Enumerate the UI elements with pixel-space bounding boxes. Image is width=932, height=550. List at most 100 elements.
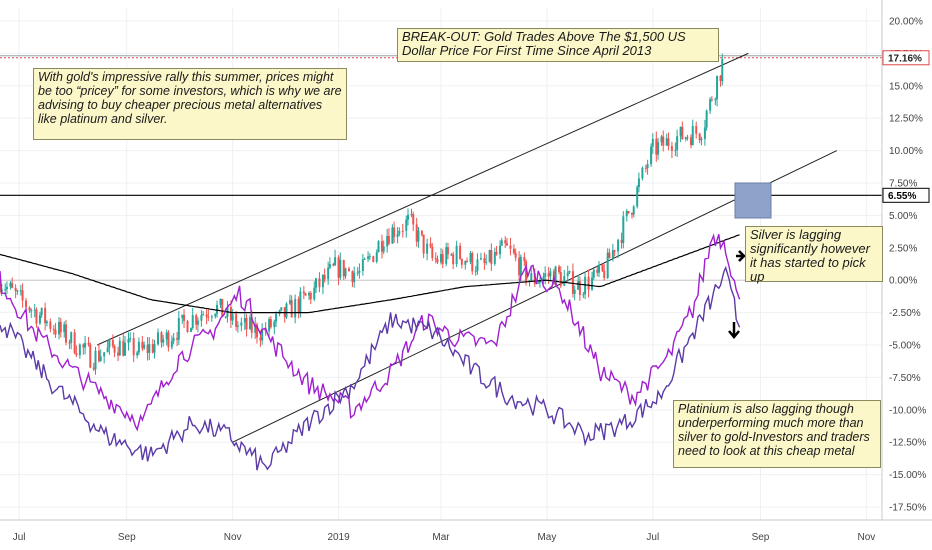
candle-body xyxy=(4,289,7,291)
candle-body xyxy=(314,278,317,288)
candle-body xyxy=(367,256,370,259)
series-line-3 xyxy=(0,265,741,471)
candle-body xyxy=(547,273,550,277)
candle-body xyxy=(509,245,512,249)
y-tick-label: -15.00% xyxy=(889,470,926,481)
candle-body xyxy=(75,353,78,356)
series-layer xyxy=(0,53,741,471)
series-line-2 xyxy=(0,233,741,432)
candle-body xyxy=(476,259,479,271)
candle-body xyxy=(597,264,600,273)
candle-body xyxy=(30,310,33,312)
candle-body xyxy=(446,247,449,255)
candle-body xyxy=(38,315,41,324)
candle-body xyxy=(235,314,238,327)
y-tick-label: 7.50% xyxy=(889,178,917,189)
annotation-breakout: BREAK-OUT: Gold Trades Above The $1,500 … xyxy=(397,28,719,62)
candle-body xyxy=(19,290,22,292)
candle-body xyxy=(632,206,635,215)
candle-body xyxy=(368,256,371,258)
candle-body xyxy=(313,287,316,300)
candle-body xyxy=(450,254,453,256)
candle-body xyxy=(189,328,192,332)
candle-body xyxy=(290,300,293,318)
x-tick-label: 2019 xyxy=(327,532,350,543)
candle-body xyxy=(44,307,47,324)
candle-body xyxy=(681,126,684,140)
candle-body xyxy=(434,258,437,260)
candle-body xyxy=(525,261,528,283)
candle-body xyxy=(566,272,569,276)
candle-body xyxy=(172,338,175,342)
y-tick-label: -5.00% xyxy=(889,341,921,352)
candle-body xyxy=(118,340,121,356)
candle-body xyxy=(49,321,52,329)
candle-body xyxy=(514,252,517,258)
candle-body xyxy=(429,243,432,247)
candle-body xyxy=(499,245,502,255)
candle-body xyxy=(269,319,272,328)
candle-body xyxy=(670,146,673,151)
y-tick-label: 12.50% xyxy=(889,114,923,125)
y-tick-label: 5.00% xyxy=(889,211,917,222)
candle-body xyxy=(559,272,562,286)
candle-body xyxy=(568,271,571,273)
candle-body xyxy=(9,282,12,287)
candle-body xyxy=(129,338,132,340)
candle-body xyxy=(181,314,184,318)
candle-body xyxy=(637,178,640,188)
candle-body xyxy=(401,230,404,232)
candle-body xyxy=(200,315,203,321)
gold-candles xyxy=(0,53,724,375)
candle-body xyxy=(483,258,486,263)
candle-body xyxy=(268,319,271,332)
y-tick-label: -7.50% xyxy=(889,373,921,384)
candle-body xyxy=(479,258,482,260)
candle-body xyxy=(542,276,545,281)
candle-body xyxy=(297,299,300,313)
arrow-down-icon xyxy=(728,322,740,339)
candle-body xyxy=(21,290,24,301)
candle-body xyxy=(358,270,361,273)
candle-body xyxy=(323,274,326,280)
candle-body xyxy=(665,138,668,146)
candle-body xyxy=(170,341,173,348)
candle-body xyxy=(686,137,689,139)
y-tick-label: 10.00% xyxy=(889,146,923,157)
candle-body xyxy=(54,329,57,335)
candle-body xyxy=(544,273,547,277)
candle-body xyxy=(285,303,288,318)
candle-body xyxy=(339,259,342,278)
candle-body xyxy=(452,254,455,265)
candle-body xyxy=(328,263,331,268)
candle-body xyxy=(122,340,125,356)
candle-body xyxy=(549,271,552,277)
candle-body xyxy=(493,252,496,264)
candle-body xyxy=(111,339,114,347)
candle-body xyxy=(245,318,248,330)
candle-body xyxy=(375,252,378,262)
candle-body xyxy=(33,309,36,311)
candle-body xyxy=(695,126,698,134)
candle-body xyxy=(64,324,67,343)
candle-body xyxy=(68,342,71,344)
candle-body xyxy=(620,239,623,244)
candle-body xyxy=(391,227,394,244)
candle-body xyxy=(698,133,701,141)
candle-body xyxy=(684,137,687,140)
candle-body xyxy=(505,243,508,246)
candle-body xyxy=(606,252,609,278)
candle-body xyxy=(655,138,658,155)
candle-body xyxy=(124,342,127,356)
candle-body xyxy=(407,214,410,220)
candle-body xyxy=(280,307,283,311)
candle-body xyxy=(78,344,81,356)
candle-body xyxy=(674,149,677,151)
y-tick-label: -2.50% xyxy=(889,308,921,319)
candle-body xyxy=(387,236,390,244)
candle-body xyxy=(405,219,408,231)
candle-body xyxy=(59,321,62,333)
candle-body xyxy=(608,252,611,259)
candle-body xyxy=(97,350,100,361)
